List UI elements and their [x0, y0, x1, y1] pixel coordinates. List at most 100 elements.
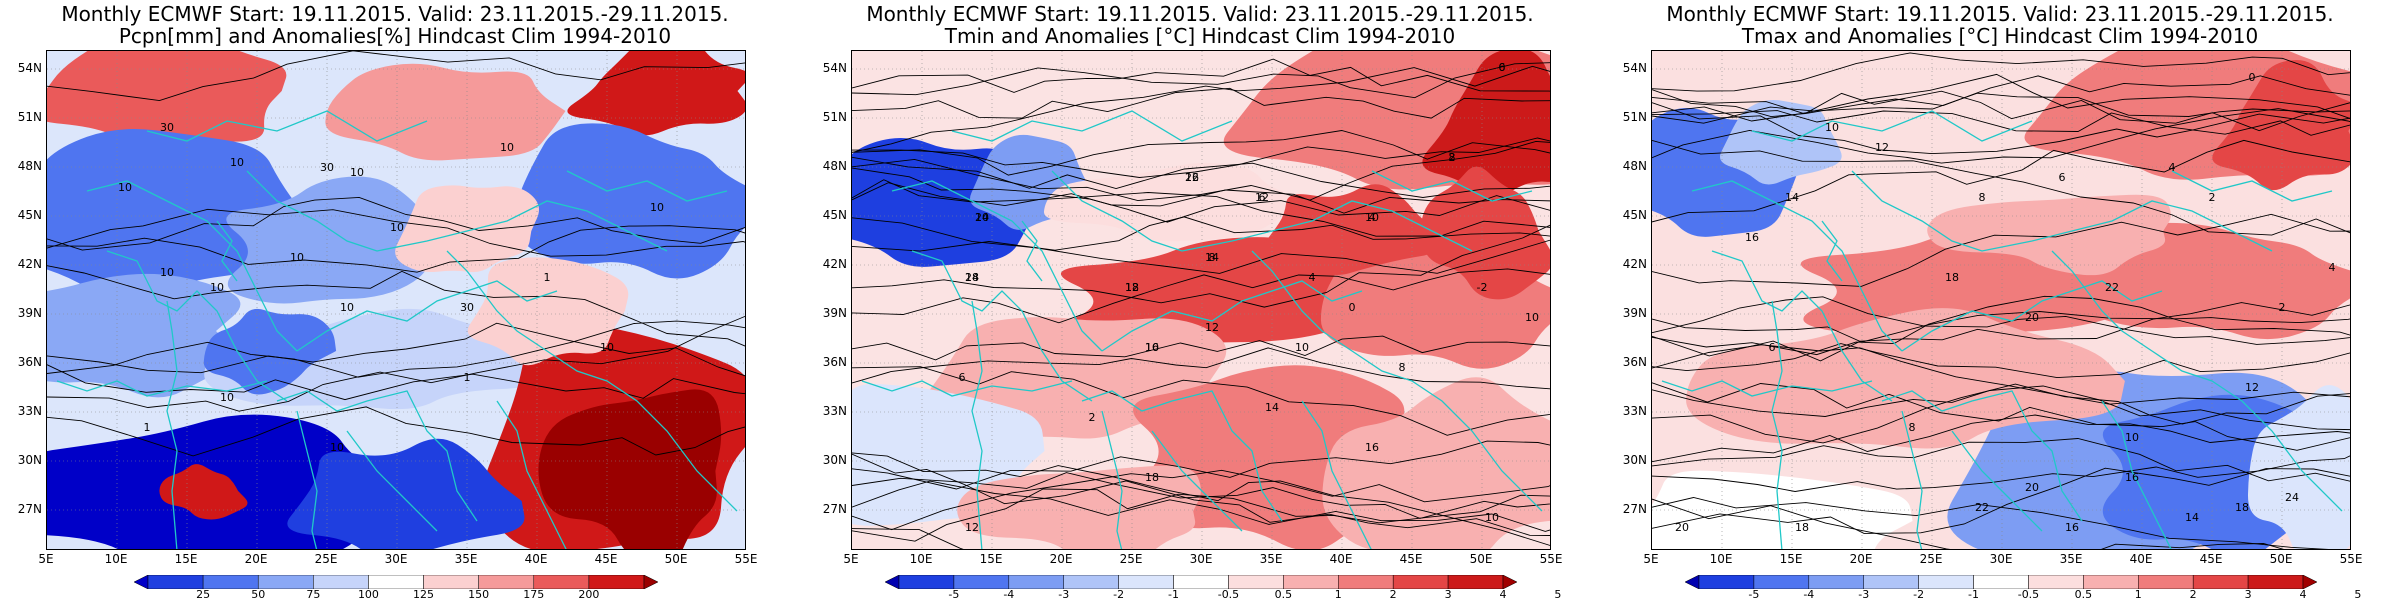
contour-label: 8 [1909, 421, 1916, 434]
contour-line [852, 140, 1550, 202]
contour-line [47, 225, 745, 273]
contour-line [852, 65, 1550, 153]
colorbar-label: 25 [196, 588, 211, 601]
coastline [1851, 170, 2273, 252]
lat-label: 33N [822, 404, 847, 418]
contour-line [47, 322, 745, 377]
contour-label: 10 [340, 301, 354, 314]
contour-label: 22 [1185, 171, 1199, 184]
contour-line [1652, 296, 2350, 345]
contour-line [852, 440, 1550, 490]
contour-label: 20 [2025, 481, 2039, 494]
contour-label: 4 [1309, 271, 1316, 284]
tmax-panel: Monthly ECMWF Start: 19.11.2015. Valid: … [1605, 0, 2395, 600]
contour-line [1652, 75, 2350, 118]
coastline [1021, 220, 1043, 282]
contour-line [1652, 344, 2350, 405]
lon-label: 15E [174, 552, 198, 566]
colorbar-segment [423, 575, 479, 589]
contour-label: 10 [290, 251, 304, 264]
contour-line [47, 406, 745, 457]
contour-label: 10 [600, 341, 614, 354]
lon-label: 20E [244, 552, 268, 566]
contour-label: 10 [210, 281, 224, 294]
contour-label: 10 [160, 266, 174, 279]
contour-label: 30 [160, 121, 174, 134]
anomaly-region [1927, 194, 2171, 276]
colorbar-label: 4 [2299, 588, 2307, 601]
colorbar-label: 200 [578, 588, 600, 601]
lon-label: 40E [2129, 552, 2153, 566]
lat-label: 51N [822, 110, 847, 124]
colorbar-end [134, 575, 149, 589]
contour-label: 16 [2125, 471, 2139, 484]
coastline [1101, 410, 1123, 549]
colorbar-segment [1918, 575, 1974, 589]
coastline [446, 250, 738, 512]
contour-label: 10 [330, 441, 344, 454]
colorbar-segment [1973, 575, 2029, 589]
colorbar-label: 100 [357, 588, 379, 601]
colorbar-label: -5 [1748, 588, 1760, 601]
colorbar-label: 3 [2244, 588, 2252, 601]
contour-line [1652, 92, 2350, 124]
anomaly-region [159, 464, 248, 520]
contour-label: 10 [390, 221, 404, 234]
contour-label: 10 [1485, 511, 1499, 524]
coastline [1101, 280, 1363, 352]
lon-label: 45E [594, 552, 618, 566]
contour-label: 10 [650, 201, 664, 214]
contour-label: 0 [1349, 301, 1356, 314]
lon-label: 10E [909, 552, 933, 566]
contour-label: 10 [220, 391, 234, 404]
contour-label: 18 [1145, 471, 1159, 484]
map-area: 0 2 4 6 8 10 12 14 16 18 4 0 -2 10 12 10 8 6 2 14 16 18 12 10 6 8… [851, 50, 1551, 550]
lon-label: 40E [1329, 552, 1353, 566]
coastline [166, 300, 178, 549]
coastline [56, 380, 268, 397]
contour-label: 4 [2169, 161, 2176, 174]
coastline [1771, 300, 1783, 549]
lon-label: 20E [1849, 552, 1873, 566]
colorbar-segment [1008, 575, 1064, 589]
lon-label: 50E [664, 552, 688, 566]
colorbar-label: 0.5 [1274, 588, 1293, 601]
colorbar-label: 2 [1389, 588, 1397, 601]
colorbar-label: -0.5 [2017, 588, 2040, 601]
lon-label: 35E [1259, 552, 1283, 566]
coastline [1251, 250, 1543, 512]
coastline [891, 180, 1103, 352]
coastline [1691, 180, 1903, 352]
contour-label: 4 [2329, 261, 2336, 274]
coastline [1901, 280, 2163, 352]
coastline [1711, 250, 1893, 402]
lat-label: 45N [822, 208, 847, 222]
anomaly-region [395, 185, 539, 273]
colorbar-label: 5 [2354, 588, 2362, 601]
contour-label: 16 [1745, 231, 1759, 244]
contour-label: 8 [1449, 151, 1456, 164]
lat-label: 51N [1622, 110, 1647, 124]
lon-label: 20E [1049, 552, 1073, 566]
contour-line [852, 452, 1550, 546]
contour-line [852, 62, 1550, 99]
lon-label: 35E [454, 552, 478, 566]
contour-label: 12 [1875, 141, 1889, 154]
contour-label: 6 [1259, 191, 1266, 204]
contour-line [852, 224, 1550, 308]
lon-label: 25E [314, 552, 338, 566]
contour-label: 10 [500, 141, 514, 154]
contour-label: 6 [1499, 61, 1506, 74]
map-area: 0 2 4 6 8 10 12 14 16 18 20 22 2 4 6 8 10 12 14 16 18 20 22 24 1… [1651, 50, 2351, 550]
coastline [2101, 400, 2172, 549]
lat-label: 48N [17, 159, 42, 173]
colorbar-label: -0.5 [1217, 588, 1240, 601]
colorbar-segment [1392, 575, 1449, 589]
lon-label: 25E [1919, 552, 1943, 566]
colorbar-segment [898, 575, 955, 589]
contour-label: 12 [2245, 381, 2259, 394]
contour-label: 12 [965, 521, 979, 534]
lat-label: 51N [17, 110, 42, 124]
lon-label: 10E [104, 552, 128, 566]
contour-line [1652, 438, 2350, 482]
